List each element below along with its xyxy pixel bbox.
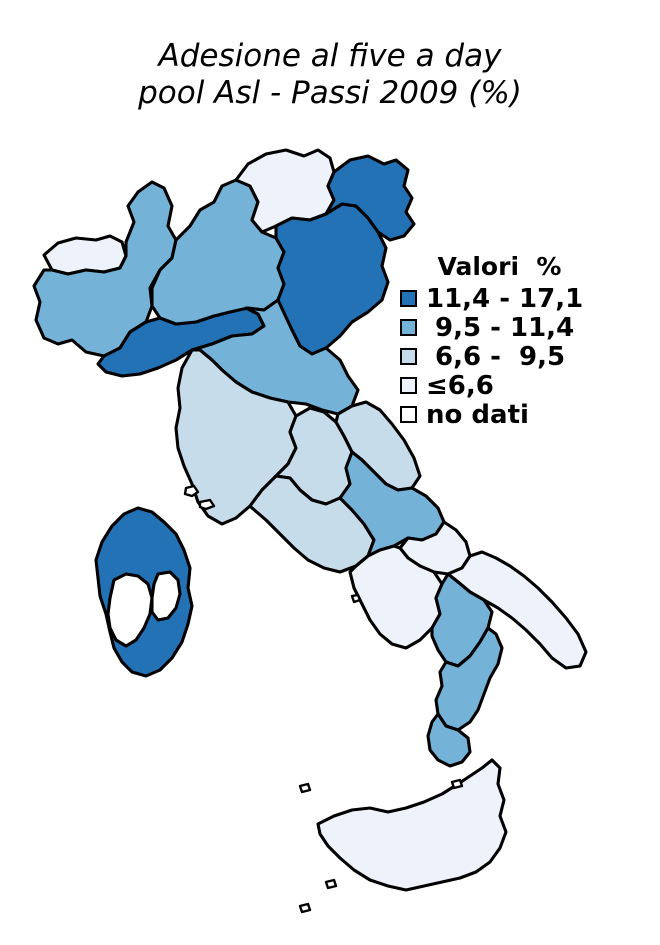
legend-swatch-1 (400, 319, 417, 336)
legend-swatch-4 (400, 406, 417, 423)
legend-title: Valori % (437, 252, 562, 281)
legend-label-3: ≤6,6 (426, 370, 494, 401)
islet-pantelleria (298, 902, 312, 914)
region-emilia-romagna[interactable] (190, 298, 360, 416)
region-sardegna-no-data-central[interactable] (106, 572, 154, 648)
legend-label-0: 11,4 - 17,1 (426, 283, 584, 314)
region-friuli-venezia-giulia[interactable] (324, 154, 416, 242)
legend-swatch-3 (400, 377, 417, 394)
map-legend: Valori % 11,4 - 17,1 9,5 - 11,4 6,6 - 9,… (400, 252, 650, 429)
region-calabria[interactable] (434, 626, 504, 732)
legend-item-1[interactable]: 9,5 - 11,4 (400, 313, 650, 342)
islet-eolie (450, 778, 464, 790)
chart-title: Adesione al five a day pool Asl - Passi … (0, 38, 660, 112)
region-sicilia[interactable] (316, 758, 508, 892)
legend-swatch-0 (400, 290, 417, 307)
legend-label-2: 6,6 - 9,5 (426, 341, 566, 372)
region-sardegna-no-data-east[interactable] (150, 570, 182, 622)
legend-label-4: no dati (426, 399, 529, 430)
legend-item-0[interactable]: 11,4 - 17,1 (400, 284, 650, 313)
legend-item-4[interactable]: no dati (400, 400, 650, 429)
islet-egadi (298, 782, 312, 794)
italy-choropleth-map: Valori % 11,4 - 17,1 9,5 - 11,4 6,6 - 9,… (0, 110, 660, 945)
legend-item-2[interactable]: 6,6 - 9,5 (400, 342, 650, 371)
legend-swatch-2 (400, 348, 417, 365)
islet-capri (350, 593, 362, 604)
italy-map-svg (32, 148, 588, 914)
legend-item-3[interactable]: ≤6,6 (400, 371, 650, 400)
legend-label-1: 9,5 - 11,4 (426, 312, 575, 343)
islet-lampedusa (324, 878, 338, 890)
region-calabria-toe[interactable] (426, 712, 472, 768)
islet-tuscan-minor (198, 498, 216, 511)
islet-elba (183, 484, 200, 498)
title-line-1: Adesione al five a day (158, 38, 502, 74)
title-line-2: pool Asl - Passi 2009 (%) (138, 75, 522, 111)
